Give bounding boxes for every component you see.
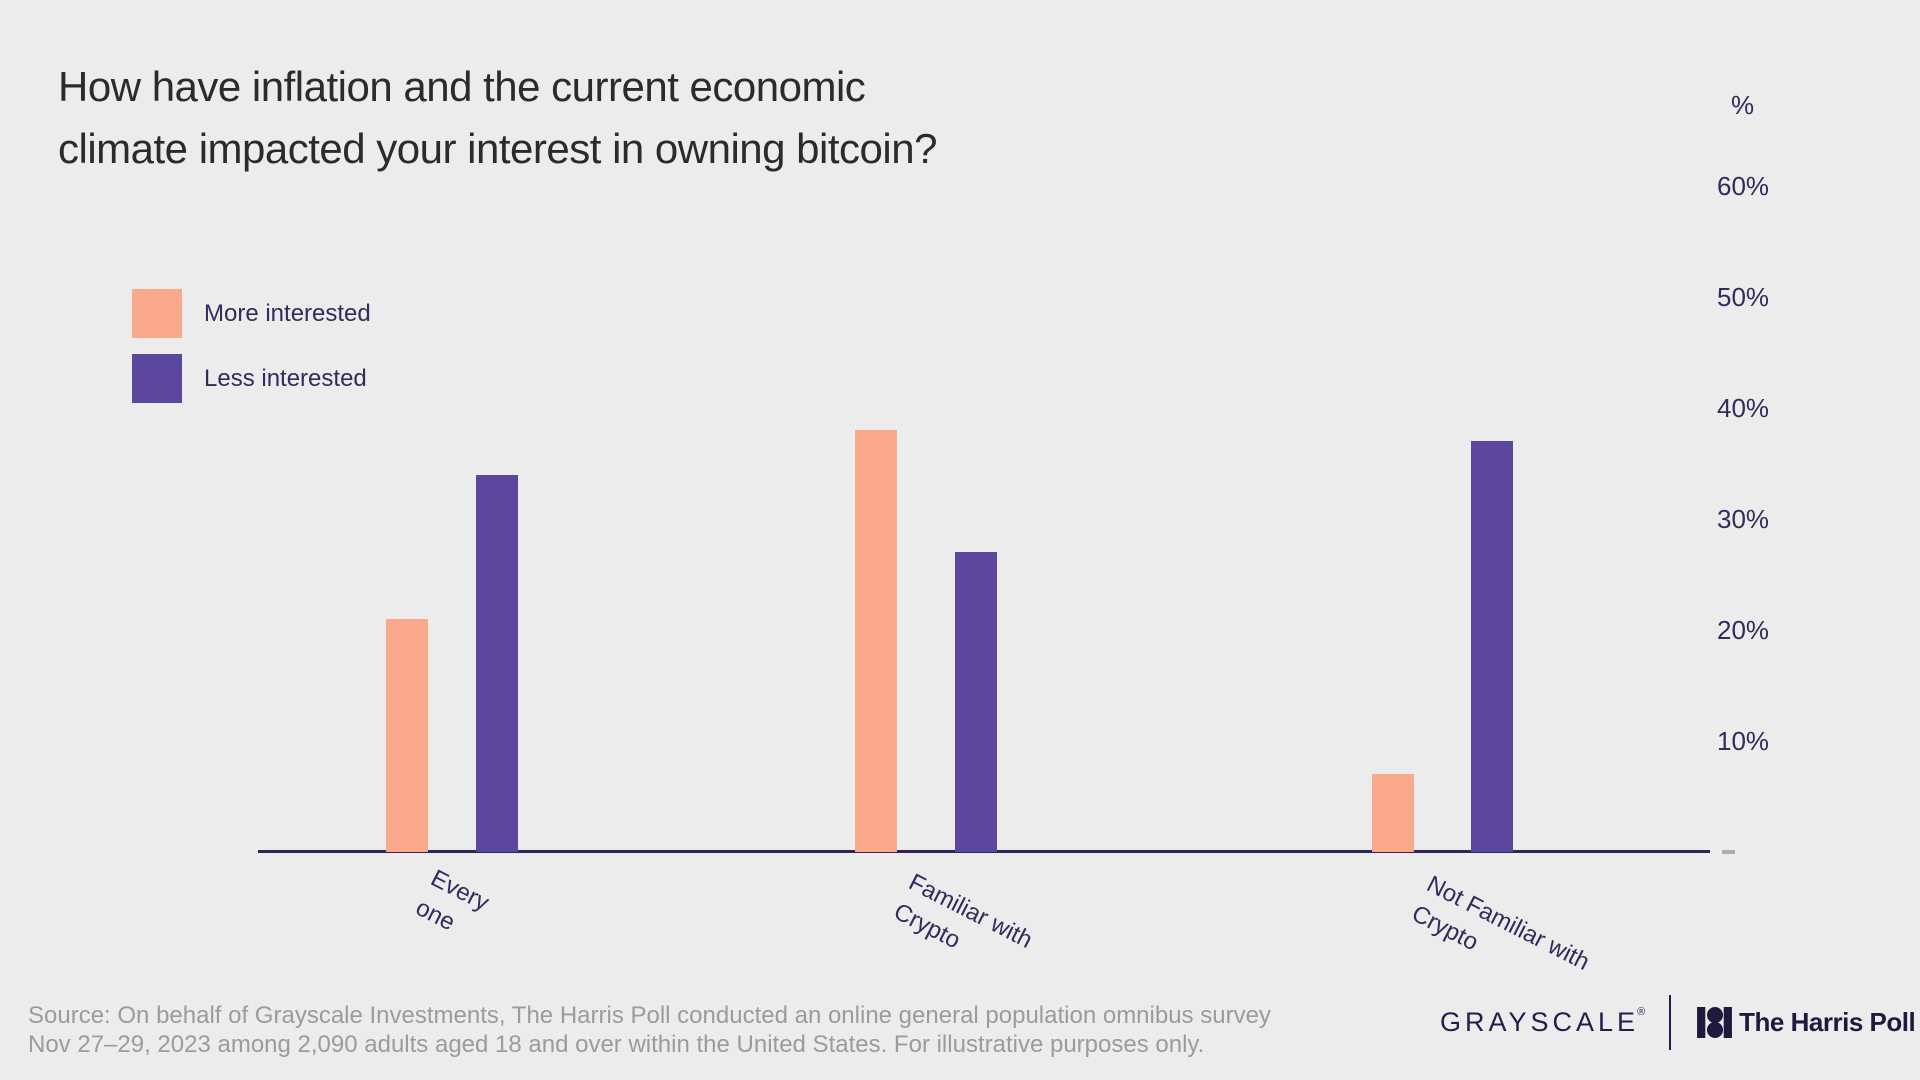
y-axis-tick-label: 30% (1717, 504, 1770, 534)
brand-logos: GRAYSCALE® The Harris Poll (1440, 992, 1916, 1052)
bar-less-interested (955, 552, 997, 852)
bar-more-interested (855, 430, 897, 852)
bar-more-interested (386, 619, 428, 852)
legend-label: More interested (204, 299, 371, 327)
source-note: Source: On behalf of Grayscale Investmen… (28, 1002, 1271, 1058)
x-axis-category-label: Every one (411, 864, 494, 937)
y-axis-tick-label: 20% (1717, 615, 1770, 645)
x-axis-category-label: Familiar with Crypto (889, 868, 1037, 955)
legend-label: Less interested (204, 364, 367, 392)
logo-divider (1669, 994, 1672, 1050)
harris-poll-icon (1697, 1006, 1733, 1038)
x-axis-category-label: Not Familiar with Crypto (1407, 870, 1594, 976)
chart-title: How have inflation and the current econo… (58, 63, 937, 172)
y-axis-tick-label: 10% (1717, 726, 1770, 756)
harris-poll-wordmark: The Harris Poll (1739, 1006, 1916, 1037)
less-interested-swatch (132, 354, 182, 403)
y-axis-tick-label: 40% (1717, 393, 1770, 423)
grayscale-wordmark-text: GRAYSCALE (1440, 1006, 1640, 1037)
y-axis-tick-label: 60% (1717, 171, 1770, 201)
bar-less-interested (476, 475, 518, 852)
y-axis-unit-label: % (1731, 90, 1755, 120)
more-interested-swatch (132, 289, 182, 338)
grayscale-logo: GRAYSCALE® (1440, 1005, 1647, 1038)
legend: More interested Less interested (132, 289, 371, 419)
bar-more-interested (1372, 774, 1414, 852)
legend-item-more-interested: More interested (132, 289, 371, 338)
y-axis-tick-label: 50% (1717, 282, 1770, 312)
bar-less-interested (1471, 441, 1513, 852)
zero-tick-mark (1722, 850, 1735, 854)
legend-item-less-interested: Less interested (132, 354, 371, 403)
registered-trademark-symbol: ® (1637, 1005, 1646, 1018)
